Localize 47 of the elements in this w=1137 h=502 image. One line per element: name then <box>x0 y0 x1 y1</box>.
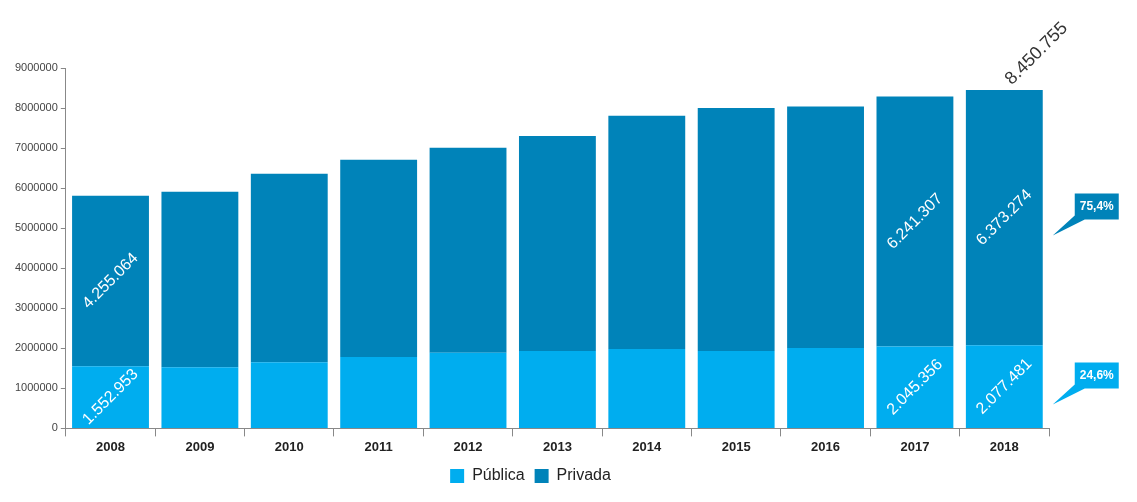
bar <box>340 357 418 428</box>
x-tick-label: 2015 <box>721 438 751 454</box>
bar <box>250 362 328 428</box>
text: 75,4% <box>1079 198 1115 213</box>
bar <box>250 173 328 363</box>
x-tick-label: 2012 <box>453 438 483 454</box>
x-tick-label: 2008 <box>96 438 125 454</box>
legend-label: Pública <box>472 466 525 484</box>
x-tick-label: 2010 <box>274 438 304 454</box>
bar <box>965 345 1043 428</box>
y-tick-label: 7000000 <box>15 141 58 154</box>
y-tick-label: 3000000 <box>15 301 58 314</box>
x-tick-label: 2017 <box>900 438 930 454</box>
bar <box>429 352 507 428</box>
bar <box>697 351 775 428</box>
x-tick-label: 2013 <box>542 438 572 454</box>
bar <box>608 115 686 350</box>
y-tick-label: 4000000 <box>15 261 58 274</box>
y-tick-label: 5000000 <box>15 221 58 234</box>
bar <box>697 108 775 352</box>
bar <box>876 346 954 428</box>
text: 24,6% <box>1079 367 1115 382</box>
bar <box>429 147 507 353</box>
y-tick-label: 8000000 <box>15 101 58 114</box>
y-tick-label: 9000000 <box>15 61 58 74</box>
bar <box>161 367 239 428</box>
x-tick-label: 2014 <box>632 438 663 454</box>
y-tick-label: 1000000 <box>15 381 58 394</box>
bar <box>161 191 239 368</box>
bar <box>340 159 418 358</box>
x-tick-label: 2011 <box>364 438 393 454</box>
bar <box>518 136 596 352</box>
y-tick-label: 6000000 <box>15 181 58 194</box>
bar <box>72 366 149 428</box>
x-tick-label: 2009 <box>185 438 215 454</box>
bar <box>787 347 864 428</box>
bar <box>72 195 149 367</box>
x-tick-label: 2018 <box>989 438 1019 454</box>
bar <box>787 106 864 348</box>
bar <box>518 351 596 428</box>
bar <box>965 89 1043 346</box>
y-tick-label: 2000000 <box>15 341 58 354</box>
bar <box>608 349 686 428</box>
y-tick-label: 0 <box>51 421 58 434</box>
legend-label: Privada <box>556 466 611 484</box>
bar <box>876 96 954 347</box>
x-tick-label: 2016 <box>811 438 841 454</box>
